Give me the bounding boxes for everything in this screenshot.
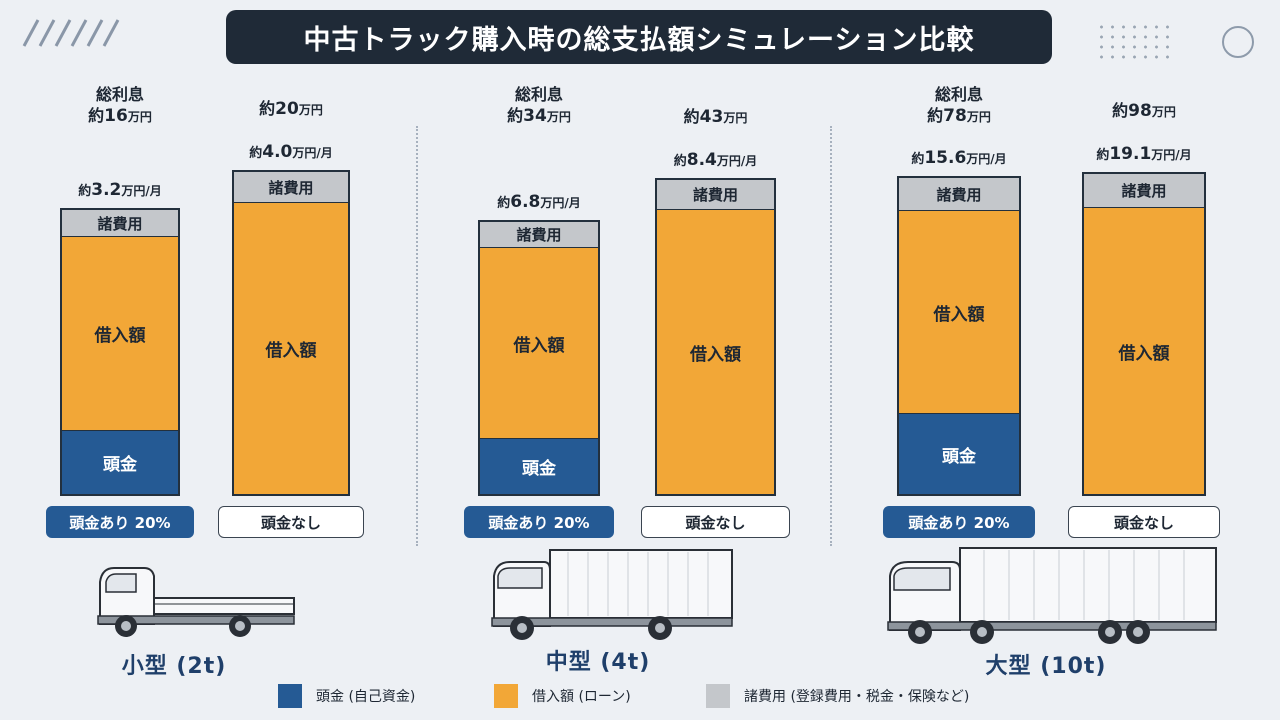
category-label: 大型 (10t) (985, 654, 1107, 679)
interest-label: 総利息 (514, 85, 564, 104)
legend-label-fees: 諸費用 (登録費用・税金・保険など) (744, 689, 970, 705)
legend-swatch-fees (706, 684, 730, 708)
group-divider (416, 126, 418, 546)
value-text: 約78万円 (927, 106, 991, 126)
bar-segment-down: 頭金 (478, 438, 600, 496)
bar-segment-fees: 諸費用 (478, 220, 600, 248)
title-bar: 中古トラック購入時の総支払額シミュレーション比較 (226, 10, 1052, 64)
bar-segment-loan: 借入額 (478, 248, 600, 438)
interest-note: 総利息約16万円 (88, 84, 152, 128)
monthly-payment-label: 約19.1万円/月 (1096, 146, 1191, 164)
category-label: 小型 (2t) (121, 654, 227, 679)
monthly-payment-label: 約3.2万円/月 (78, 182, 162, 200)
scenario-label: 頭金あり 20% (46, 506, 194, 538)
total-note: 約20万円 (259, 98, 323, 121)
bar-segment-loan: 借入額 (60, 237, 180, 430)
category-label: 中型 (4t) (545, 650, 651, 675)
legend-item-fees: 諸費用 (登録費用・税金・保険など) (706, 684, 969, 708)
bar-segment-loan: 借入額 (232, 203, 350, 496)
bar-segment-fees: 諸費用 (60, 208, 180, 237)
interest-value: 約16万円 (88, 105, 152, 128)
scenario-label: 頭金なし (1068, 506, 1220, 538)
value-text: 約43万円 (683, 107, 748, 127)
interest-value: 約34万円 (507, 105, 571, 128)
scenario-label: 頭金あり 20% (464, 506, 614, 538)
interest-value: 約78万円 (927, 105, 991, 128)
interest-label: 総利息 (95, 85, 145, 104)
interest-label: 総利息 (934, 85, 984, 104)
legend-item-loan: 借入額 (ローン) (494, 684, 631, 708)
value-text: 約16万円 (88, 106, 152, 126)
bar-segment-down: 頭金 (897, 413, 1021, 496)
value-text: 約4.0万円/月 (249, 142, 333, 162)
legend-swatch-loan (494, 684, 518, 708)
legend-label-loan: 借入額 (ローン) (532, 689, 631, 705)
monthly-payment-label: 約15.6万円/月 (911, 150, 1006, 168)
legend-item-down: 頭金 (自己資金) (278, 684, 415, 708)
bar-segment-loan: 借入額 (897, 211, 1021, 413)
interest-note: 総利息約78万円 (927, 84, 991, 128)
legend-label-down: 頭金 (自己資金) (316, 689, 416, 705)
bar-segment-loan: 借入額 (655, 210, 776, 496)
medium-truck-icon (491, 549, 733, 640)
value-text: 約8.4万円/月 (673, 150, 758, 170)
ring-decoration (1222, 26, 1254, 58)
value-text: 約34万円 (507, 106, 571, 126)
bar-segment-fees: 諸費用 (1082, 172, 1206, 208)
scenario-label: 頭金なし (218, 506, 364, 538)
monthly-payment-label: 約4.0万円/月 (249, 144, 333, 162)
bar-segment-fees: 諸費用 (232, 170, 350, 203)
dots-decoration (1096, 22, 1176, 62)
legend-swatch-down (278, 684, 302, 708)
group-divider (830, 126, 832, 546)
total-note: 約43万円 (684, 106, 748, 129)
small-truck-icon (97, 567, 295, 637)
scenario-label: 頭金なし (641, 506, 790, 538)
large-truck-icon (887, 547, 1217, 644)
value-text: 約20万円 (259, 99, 323, 119)
monthly-payment-label: 約6.8万円/月 (497, 194, 581, 212)
interest-note: 総利息約34万円 (507, 84, 571, 128)
value-text: 約6.8万円/月 (497, 192, 581, 212)
bar-segment-loan: 借入額 (1082, 208, 1206, 496)
bar-segment-fees: 諸費用 (655, 178, 776, 210)
monthly-payment-label: 約8.4万円/月 (674, 152, 758, 170)
scenario-label: 頭金あり 20% (883, 506, 1035, 538)
value-text: 約15.6万円/月 (911, 148, 1007, 168)
bar-segment-fees: 諸費用 (897, 176, 1021, 211)
bar-segment-down: 頭金 (60, 430, 180, 496)
stripes-decoration (22, 18, 122, 52)
chart-title: 中古トラック購入時の総支払額シミュレーション比較 (303, 24, 975, 56)
total-note: 約98万円 (1112, 100, 1176, 123)
value-text: 約19.1万円/月 (1096, 144, 1192, 164)
value-text: 約98万円 (1112, 101, 1176, 121)
value-text: 約3.2万円/月 (78, 180, 162, 200)
